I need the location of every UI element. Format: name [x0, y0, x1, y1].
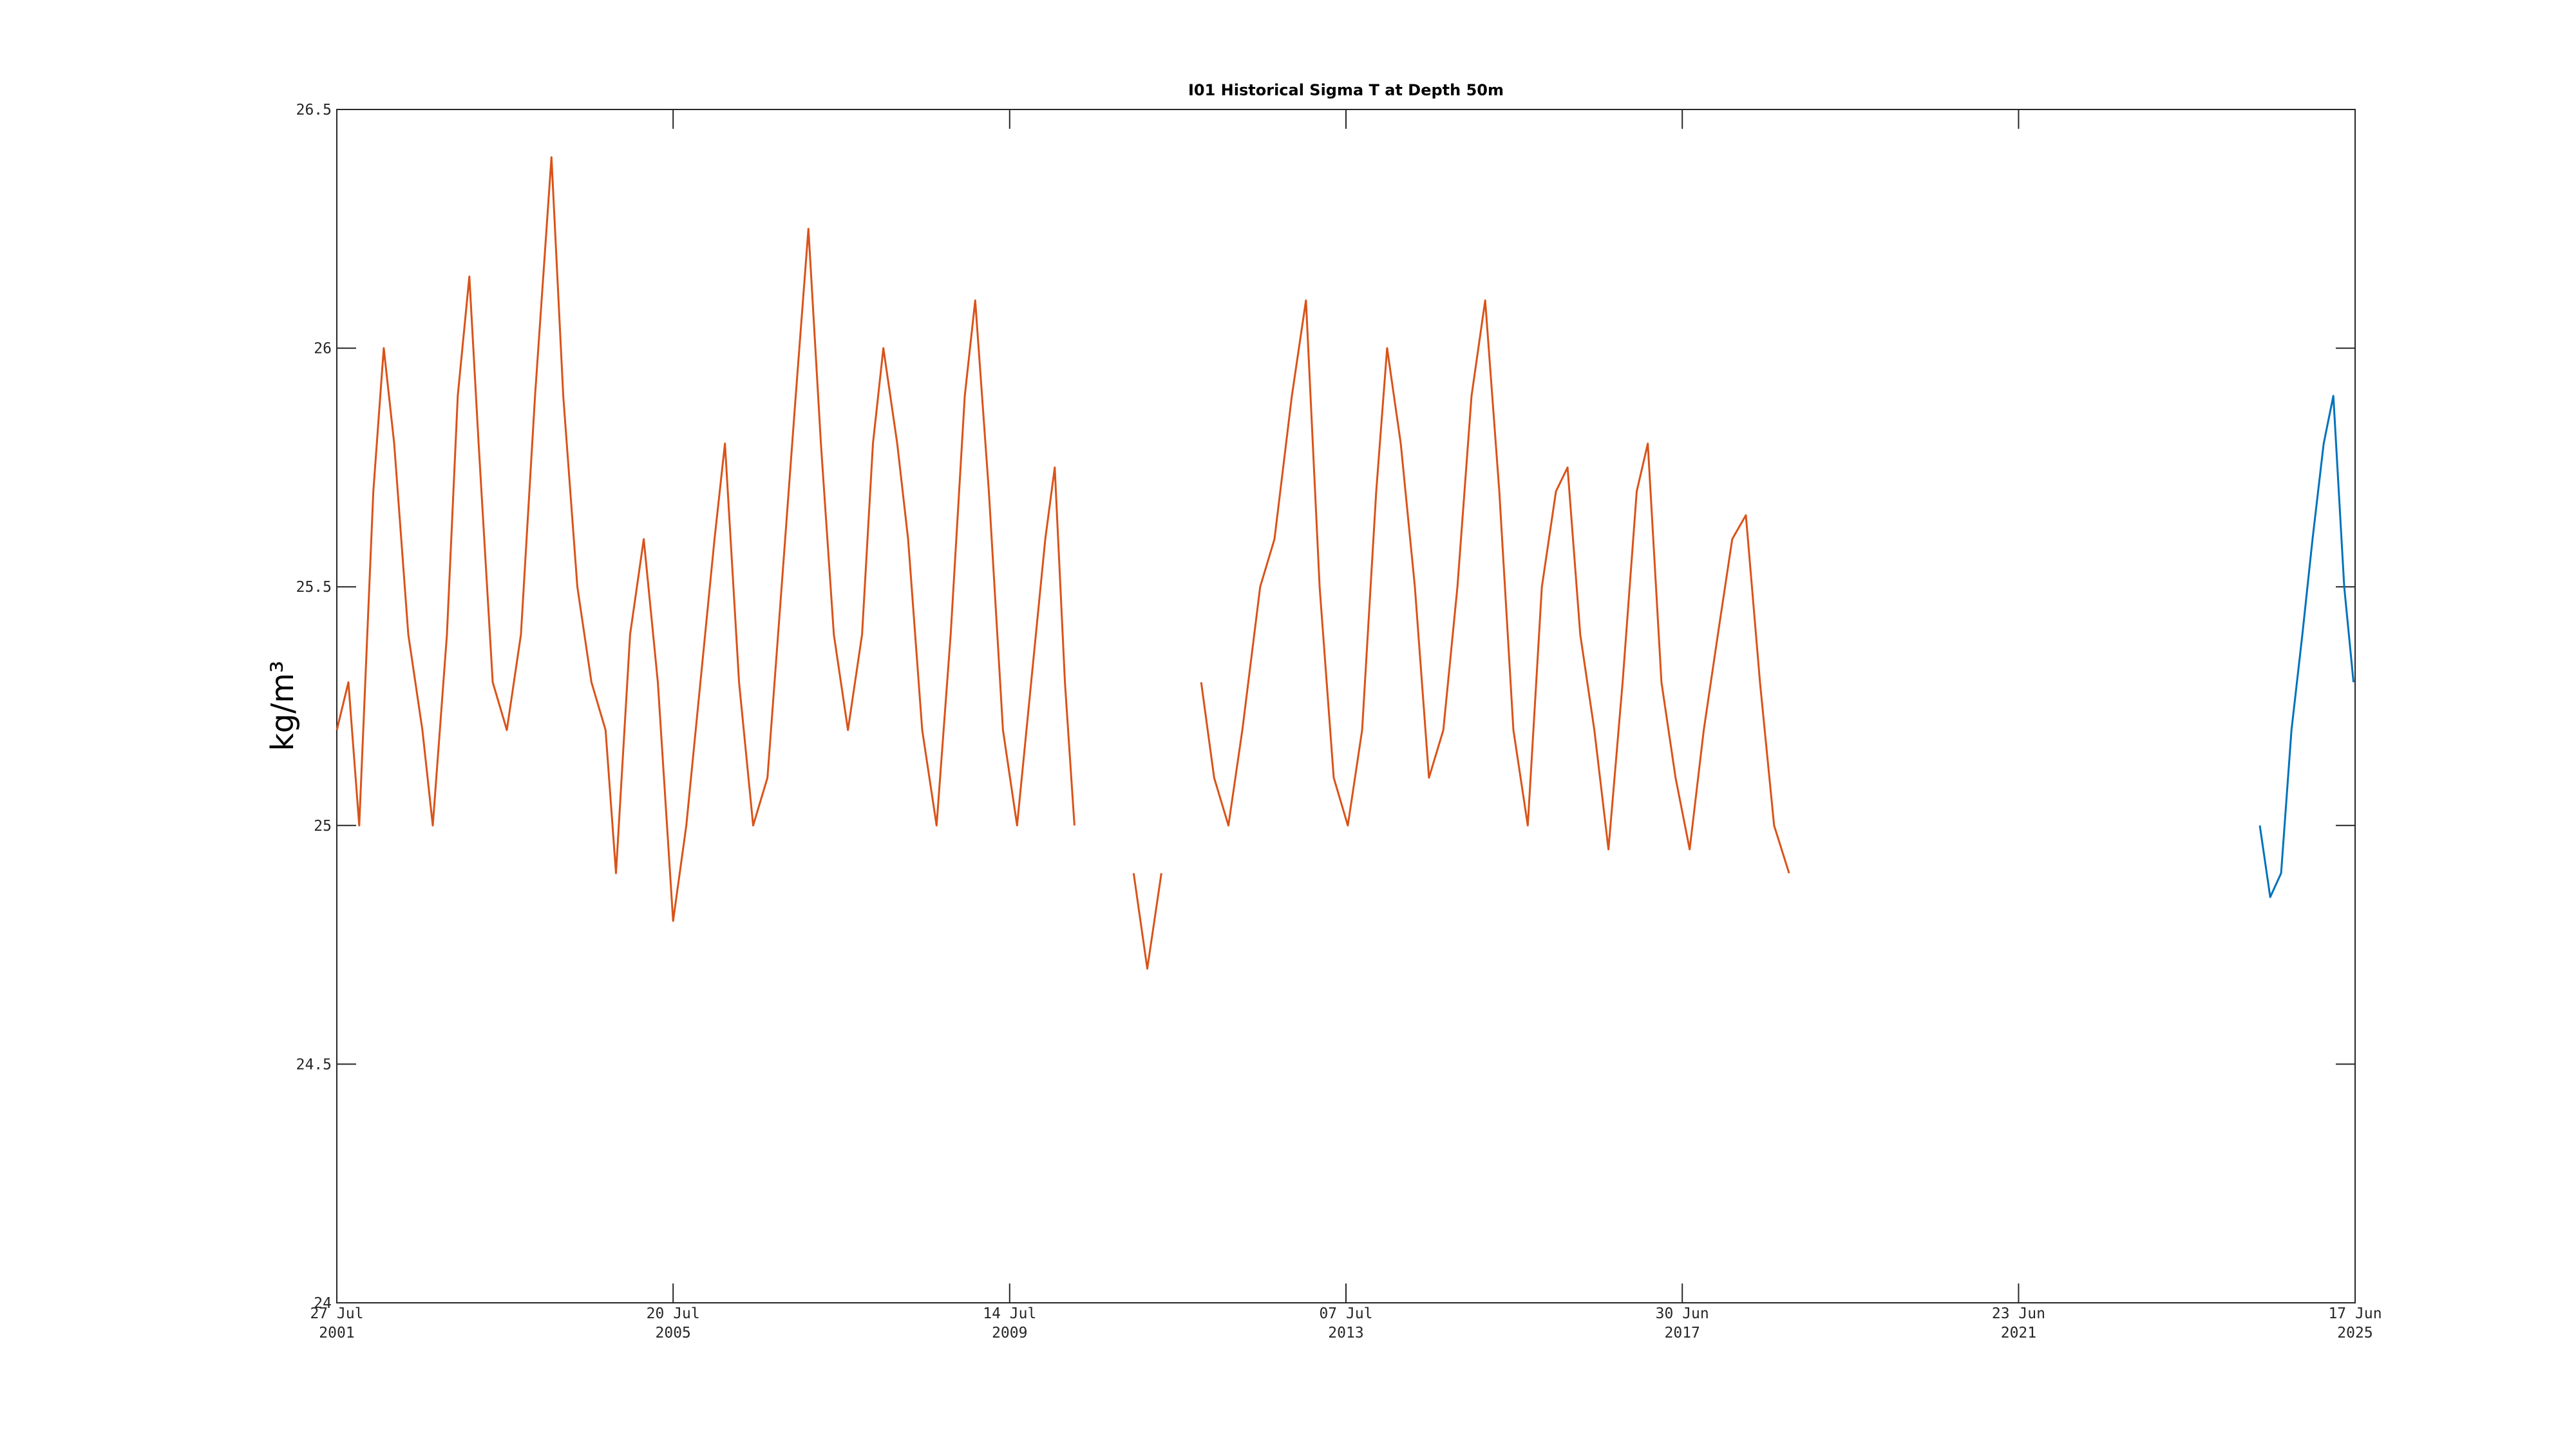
x-tick-label: 2005 [656, 1325, 691, 1341]
x-tick-label: 2001 [319, 1325, 354, 1341]
plot-frame [336, 109, 2356, 1303]
y-tick-label: 26 [314, 341, 332, 357]
x-tick-label: 30 Jun [1656, 1305, 1709, 1322]
x-tick-label: 2009 [992, 1325, 1027, 1341]
x-tick-label: 20 Jul [647, 1305, 700, 1322]
x-tick-label: 2025 [2337, 1325, 2372, 1341]
x-tick-label: 17 Jun [2328, 1305, 2382, 1322]
x-tick-label: 14 Jul [983, 1305, 1036, 1322]
x-tick-label: 2021 [2001, 1325, 2036, 1341]
x-tick-label: 2017 [1665, 1325, 1700, 1341]
x-tick-label: 07 Jul [1319, 1305, 1372, 1322]
y-tick-label: 26.5 [296, 102, 332, 118]
y-tick-label: 25 [314, 818, 332, 835]
x-tick-label: 27 Jul [310, 1305, 363, 1322]
x-tick-label: 2013 [1328, 1325, 1363, 1341]
chart-title: I01 Historical Sigma T at Depth 50m [1188, 81, 1504, 99]
y-tick-label: 24 [314, 1295, 332, 1312]
y-axis-label: kg/m³ [265, 661, 301, 751]
y-tick-label: 24.5 [296, 1056, 332, 1073]
series-line [336, 156, 1790, 970]
y-tick-label: 25.5 [296, 579, 332, 596]
series-line [2259, 395, 2354, 898]
x-tick-label: 23 Jun [1992, 1305, 2045, 1322]
